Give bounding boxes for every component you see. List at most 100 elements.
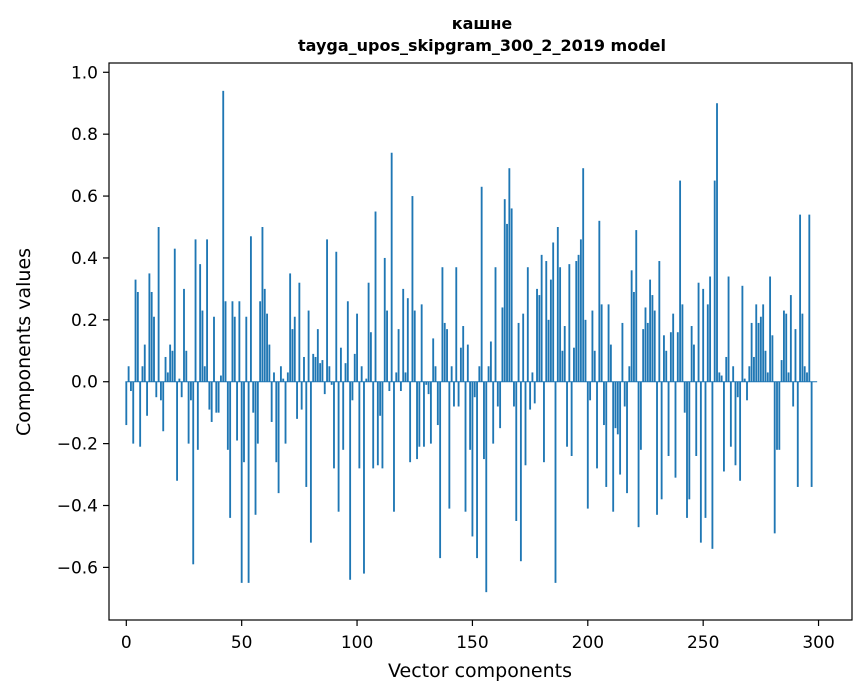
bar (252, 381, 255, 413)
chart-title: кашне (452, 14, 513, 33)
bar (769, 276, 772, 382)
bar (390, 152, 393, 382)
y-tick-label: 0.4 (71, 249, 98, 269)
bar (787, 372, 790, 382)
bar (596, 381, 598, 469)
bar (734, 381, 737, 466)
bar (446, 329, 448, 382)
bar (575, 261, 578, 382)
bar (536, 288, 538, 382)
bar (483, 381, 485, 460)
bar (736, 381, 739, 398)
bar (286, 372, 289, 382)
bar (614, 381, 617, 429)
x-axis-label: Vector components (388, 660, 572, 682)
bar (589, 381, 592, 401)
bar (353, 353, 356, 382)
bar (130, 381, 132, 392)
bar (141, 366, 144, 382)
bar (501, 307, 504, 382)
bar (455, 267, 458, 382)
bar (436, 381, 439, 426)
bar (319, 363, 322, 382)
bar (741, 285, 744, 382)
bar (381, 381, 384, 469)
bar (166, 372, 169, 382)
bar (799, 214, 802, 382)
bar (164, 356, 167, 382)
bar (256, 381, 259, 444)
bar (753, 356, 755, 382)
bar (284, 381, 287, 444)
bar (185, 350, 188, 382)
bar (372, 381, 375, 469)
bar (554, 381, 557, 583)
bar (316, 329, 319, 382)
bar (623, 381, 626, 407)
bar (609, 344, 612, 382)
y-tick-label: −0.2 (57, 435, 98, 455)
bar (598, 220, 601, 382)
y-tick-label: −0.6 (57, 558, 98, 578)
bar (612, 381, 615, 512)
y-tick-label: 0.2 (71, 311, 98, 331)
bar (259, 301, 262, 382)
bar (515, 381, 518, 521)
bar (603, 381, 605, 426)
bar (466, 344, 469, 382)
bar (279, 366, 282, 382)
bar (713, 180, 716, 382)
bar (711, 381, 714, 549)
bar (173, 248, 176, 382)
bar (547, 319, 550, 382)
bar (619, 381, 622, 475)
y-tick-label: −0.4 (57, 497, 98, 517)
bar (462, 326, 465, 382)
bar (305, 381, 308, 487)
bar (633, 291, 635, 382)
bar (660, 381, 663, 500)
bar (194, 239, 197, 382)
bar (293, 316, 296, 382)
bar (651, 295, 654, 382)
bar (423, 381, 425, 447)
bar (552, 242, 555, 382)
bar (496, 381, 499, 407)
bar (757, 322, 760, 382)
bar (180, 381, 183, 398)
bar (303, 356, 305, 382)
bar (729, 381, 732, 447)
bar (356, 313, 358, 382)
bar (249, 236, 252, 382)
bar (222, 90, 225, 382)
bar (224, 301, 227, 382)
bar (404, 372, 407, 382)
y-tick-label: 0.6 (71, 187, 98, 207)
bar (300, 381, 303, 410)
bar (688, 381, 691, 500)
bar (529, 381, 532, 410)
bar (746, 381, 748, 401)
bar (309, 381, 312, 543)
bar (570, 381, 573, 456)
bar (559, 267, 562, 382)
bar (568, 264, 571, 382)
bar (637, 381, 640, 528)
bar (266, 313, 268, 382)
bar (540, 254, 543, 382)
bar (386, 310, 388, 382)
bar (676, 332, 679, 382)
bar (690, 326, 693, 382)
bar (199, 264, 202, 382)
bar (563, 326, 566, 382)
x-tick-label: 200 (572, 633, 604, 653)
bar (665, 350, 668, 382)
bar (732, 366, 735, 382)
bar (245, 316, 248, 382)
chart-subtitle: tayga_upos_skipgram_300_2_2019 model (298, 36, 666, 55)
bar (499, 381, 502, 429)
bar (171, 350, 174, 382)
bar (429, 381, 432, 444)
bar (277, 381, 280, 494)
bar (517, 322, 520, 382)
